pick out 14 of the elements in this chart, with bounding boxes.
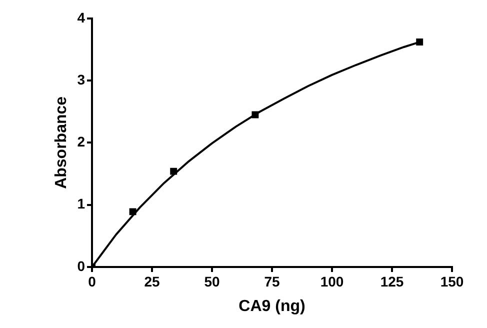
y-tick-label: 0	[77, 258, 86, 274]
x-tick-label: 25	[144, 273, 160, 290]
x-tick-label: 125	[380, 273, 404, 290]
y-tick-label: 3	[77, 71, 86, 88]
x-tick-label: 0	[88, 273, 96, 290]
y-tick-label: 1	[77, 196, 86, 212]
x-axis-title: CA9 (ng)	[238, 298, 306, 315]
y-tick-label: 4	[77, 9, 86, 26]
y-axis-title: Absorbance	[53, 96, 70, 189]
x-tick-label: 50	[204, 273, 220, 290]
x-tick-label: 150	[440, 273, 464, 290]
x-tick-label: 100	[320, 273, 344, 290]
x-tick-label: 75	[264, 273, 280, 290]
y-tick-label: 2	[77, 134, 86, 150]
